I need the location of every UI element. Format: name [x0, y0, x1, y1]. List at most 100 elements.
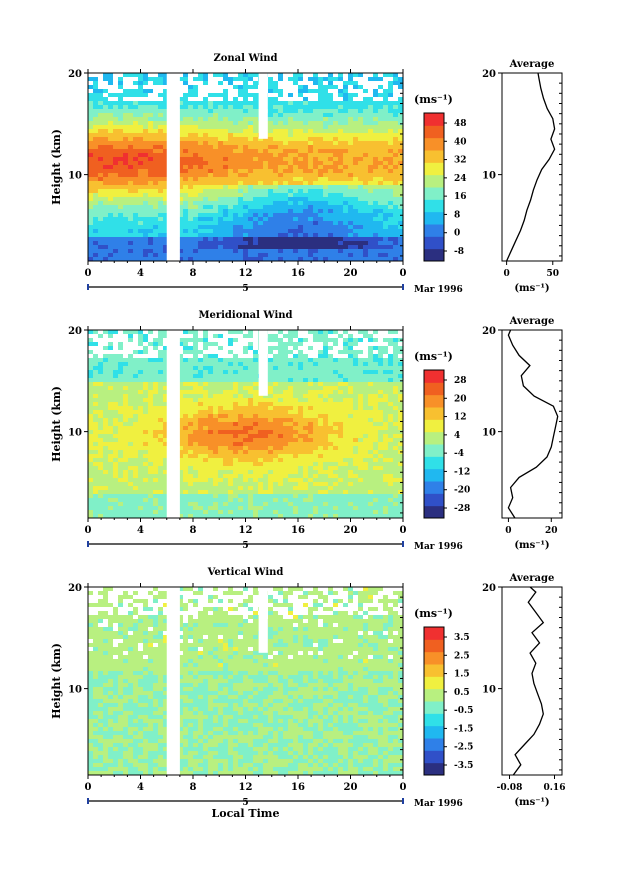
profile-y-tick-label: 20 [482, 583, 496, 594]
x-tick-label: 20 [344, 525, 358, 536]
colorbar-swatch [424, 125, 444, 139]
profile-line [507, 329, 559, 519]
x-tick-label: 0 [400, 268, 407, 279]
profile-x-tick-label: 50 [547, 269, 560, 279]
x-tick-label: 16 [291, 525, 305, 536]
data-gap [258, 330, 268, 396]
colorbar-tick-label: 12 [454, 413, 467, 423]
data-gap [258, 73, 268, 139]
y-tick-label: 10 [68, 171, 82, 182]
x-tick-label: 8 [190, 782, 197, 793]
colorbar-swatch [424, 664, 444, 677]
date-marker: 5 [242, 541, 248, 551]
x-tick-label: 0 [85, 268, 92, 279]
panel-title: Meridional Wind [198, 310, 292, 321]
colorbar-swatch [424, 382, 444, 396]
colorbar-swatch [424, 651, 444, 665]
colorbar-frame [423, 369, 445, 519]
colorbar-tick-label: 4 [454, 431, 460, 441]
colorbar-swatch [424, 248, 444, 262]
x-tick-label: 12 [239, 782, 253, 793]
colorbar-unit: (ms⁻¹) [414, 93, 453, 106]
colorbar-swatch [424, 676, 444, 690]
panel-title: Zonal Wind [213, 53, 277, 64]
y-axis-label: Height (km) [50, 386, 63, 462]
data-gap [166, 330, 180, 518]
colorbar-swatch [424, 407, 444, 420]
x-tick-label: 0 [85, 525, 92, 536]
y-tick-label: 10 [68, 685, 82, 696]
colorbar-swatch [424, 199, 444, 213]
colorbar-swatch [424, 738, 444, 751]
colorbar-tick-label: -1.5 [454, 724, 473, 734]
colorbar-tick-label: 32 [454, 156, 467, 166]
x-tick-label: 8 [190, 525, 197, 536]
average-profile: Average 10 20 0 50 (ms⁻¹) [482, 59, 563, 294]
profile-x-tick-label: 0 [505, 526, 511, 536]
x-tick-label: 20 [344, 268, 358, 279]
colorbar-tick-label: -12 [454, 467, 470, 477]
colorbar-swatch [424, 688, 444, 702]
colorbar-tick-label: -3.5 [454, 761, 473, 771]
profile-title: Average [509, 573, 555, 584]
x-tick-label: 16 [291, 268, 305, 279]
colorbar-tick-label: 20 [454, 394, 467, 404]
colorbar-swatch [424, 468, 444, 482]
colorbar-swatch [424, 713, 444, 727]
colorbar-swatch [424, 762, 444, 776]
profile-x-label: (ms⁻¹) [514, 797, 549, 808]
colorbar-tick-label: 48 [454, 119, 467, 129]
heatmap-field [88, 587, 404, 776]
date-label: Mar 1996 [414, 285, 463, 295]
colorbar-tick-label: -28 [454, 504, 470, 514]
profile-title: Average [509, 59, 555, 70]
colorbar-swatch [424, 419, 444, 433]
x-tick-label: 20 [344, 782, 358, 793]
profile-x-label: (ms⁻¹) [514, 540, 549, 551]
colorbar-swatch [424, 113, 444, 126]
data-gap [258, 587, 268, 653]
colorbar-swatch [424, 481, 444, 494]
colorbar-swatch [424, 493, 444, 507]
colorbar-swatch [424, 639, 444, 653]
profile-y-tick-label: 20 [482, 69, 496, 80]
x-tick-label: 4 [137, 782, 144, 793]
colorbar-swatch [424, 394, 444, 408]
profile-y-tick-label: 20 [482, 326, 496, 337]
heatmap-field [88, 73, 404, 262]
colorbar-swatch [424, 750, 444, 764]
profile-x-label: (ms⁻¹) [514, 283, 549, 294]
profile-x-tick-label: -0.08 [497, 783, 523, 793]
colorbar-tick-label: 0.5 [454, 688, 470, 698]
profile-line [512, 586, 545, 776]
colorbar-tick-label: -4 [454, 449, 464, 459]
colorbar-swatch [424, 187, 444, 200]
colorbar-swatch [424, 627, 444, 640]
date-label: Mar 1996 [414, 799, 463, 809]
colorbar-tick-label: -0.5 [454, 706, 473, 716]
colorbar-swatch [424, 505, 444, 519]
colorbar-unit: (ms⁻¹) [414, 350, 453, 363]
colorbar-tick-label: 24 [454, 174, 467, 184]
colorbar-swatch [424, 725, 444, 739]
data-gap [166, 73, 180, 261]
colorbar-tick-label: 0 [454, 229, 460, 239]
y-tick-label: 20 [68, 326, 82, 337]
profile-y-tick-label: 10 [482, 685, 496, 696]
x-tick-label: 0 [400, 782, 407, 793]
y-tick-label: 20 [68, 583, 82, 594]
colorbar-tick-label: 16 [454, 192, 467, 202]
profile-x-tick-label: 20 [545, 526, 558, 536]
colorbar-swatch [424, 137, 444, 151]
x-tick-label: 4 [137, 525, 144, 536]
colorbar-swatch [424, 456, 444, 470]
y-tick-label: 10 [68, 428, 82, 439]
colorbar-tick-label: 8 [454, 210, 460, 220]
colorbar-swatch [424, 444, 444, 457]
panel-2: Vertical Wind Height (km) 10 20 0 4 8 12 16 20 0 5 M… [50, 567, 565, 820]
x-tick-label: 4 [137, 268, 144, 279]
x-tick-label: 8 [190, 268, 197, 279]
colorbar-swatch [424, 236, 444, 250]
